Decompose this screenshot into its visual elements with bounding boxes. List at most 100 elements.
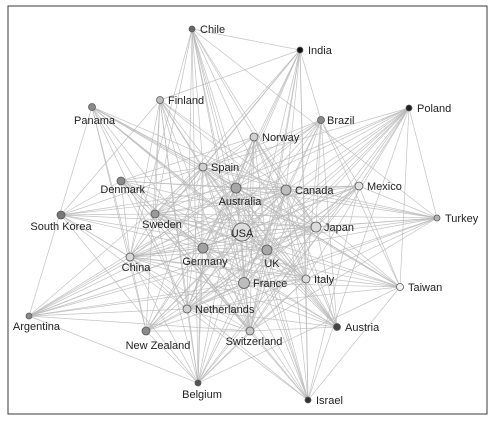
edge-canada-taiwan [285,189,401,288]
edge-netherlands-argentina [28,308,188,317]
edge-poland-usa [241,107,410,233]
node-marker [232,222,252,242]
edge-china-israel [129,256,309,401]
edge-uk-switzerland [249,249,268,332]
edge-mexico-turkey [358,185,438,219]
node-australia: Australia [219,182,263,208]
edge-spain-sweden [154,166,204,215]
node-marker [433,214,441,222]
edge-japan-belgium [197,226,317,384]
edge-canada-austria [285,189,338,328]
edge-australia-italy [235,187,307,280]
node-italy: Italy [301,274,335,286]
edge-argentina-belgium [28,315,199,384]
edge-panama-new_zealand [91,106,147,332]
node-marker [182,304,192,314]
edge-canada-mexico [285,185,360,191]
node-turkey: Turkey [433,213,479,225]
node-label: Sweden [142,219,182,231]
edge-norway-japan [253,136,317,228]
edge-turkey-uk [266,217,438,251]
edge-spain-uk [202,166,268,251]
edge-india-netherlands [186,49,301,310]
node-marker [156,96,164,104]
edge-sweden-uk [154,213,268,251]
edge-sweden-usa [154,213,243,233]
edge-new_zealand-belgium [145,330,199,384]
edge-netherlands-austria [186,308,338,328]
node-marker [261,244,273,256]
edge-australia-canada [235,187,287,191]
node-marker [88,103,96,111]
edge-denmark-sweden [120,180,156,215]
node-new-zealand: New Zealand [126,326,190,352]
node-india: India [296,45,333,57]
node-marker [188,25,196,33]
edge-poland-netherlands [186,107,410,310]
node-label: Finland [168,95,204,107]
node-spain: Spain [198,162,239,174]
node-label: Austria [345,322,380,334]
edge-chile-canada [191,28,287,191]
node-israel: Israel [304,395,343,407]
edge-germany-argentina [28,247,204,317]
diagram-frame [7,5,488,415]
edge-india-finland [159,49,301,101]
node-uk: UK [261,244,280,270]
edge-india-switzerland [249,49,301,332]
edge-panama-australia [91,106,237,189]
edge-chile-australia [191,28,237,189]
edge-france-italy [243,278,307,284]
edge-japan-uk [266,226,317,251]
edge-south_korea-sweden [60,213,156,216]
edge-norway-switzerland [249,136,255,332]
edge-usa-netherlands [186,231,243,310]
edge-mexico-taiwan [358,185,401,288]
node-label: Japan [324,222,354,234]
edge-poland-uk [266,107,410,251]
edge-uk-argentina [28,249,268,317]
edge-norway-denmark [120,136,255,182]
edge-mexico-sweden [154,185,360,215]
edge-finland-south_korea [60,99,161,216]
edge-uk-belgium [197,249,268,384]
node-label: UK [264,258,280,270]
edge-norway-sweden [154,136,255,215]
edge-poland-spain [202,107,410,168]
node-china: China [122,252,151,274]
edge-taiwan-belgium [197,286,401,384]
node-label: Switzerland [226,336,283,348]
edge-finland-china [129,99,161,258]
edge-australia-south_korea [60,187,237,216]
edge-south_korea-belgium [60,214,199,384]
edge-usa-austria [241,231,338,328]
node-marker [25,312,33,320]
edge-brazil-mexico [320,119,360,187]
edge-turkey-switzerland [249,217,438,332]
edge-layer [28,28,438,401]
edge-chile-japan [191,28,317,228]
edge-canada-italy [285,189,307,280]
edge-japan-turkey [315,217,438,228]
edge-denmark-china [120,180,131,258]
node-marker [238,277,250,289]
node-chile: Chile [188,24,225,36]
node-taiwan: Taiwan [396,282,442,294]
edge-panama-sweden [91,106,156,215]
edge-sweden-taiwan [154,213,401,288]
node-label: Australia [219,196,263,208]
node-marker [150,209,160,219]
edge-france-switzerland [243,282,251,332]
edge-spain-argentina [28,166,204,317]
edge-spain-south_korea [60,166,204,216]
edge-japan-taiwan [315,226,401,288]
edge-brazil-sweden [154,119,322,215]
edge-turkey-france [243,217,438,284]
edge-poland-taiwan [399,107,410,288]
edge-usa-taiwan [241,231,401,288]
node-austria: Austria [333,322,380,334]
edge-india-brazil [299,49,322,121]
edge-canada-south_korea [60,189,287,216]
edge-china-uk [129,249,268,258]
node-marker [125,252,135,262]
